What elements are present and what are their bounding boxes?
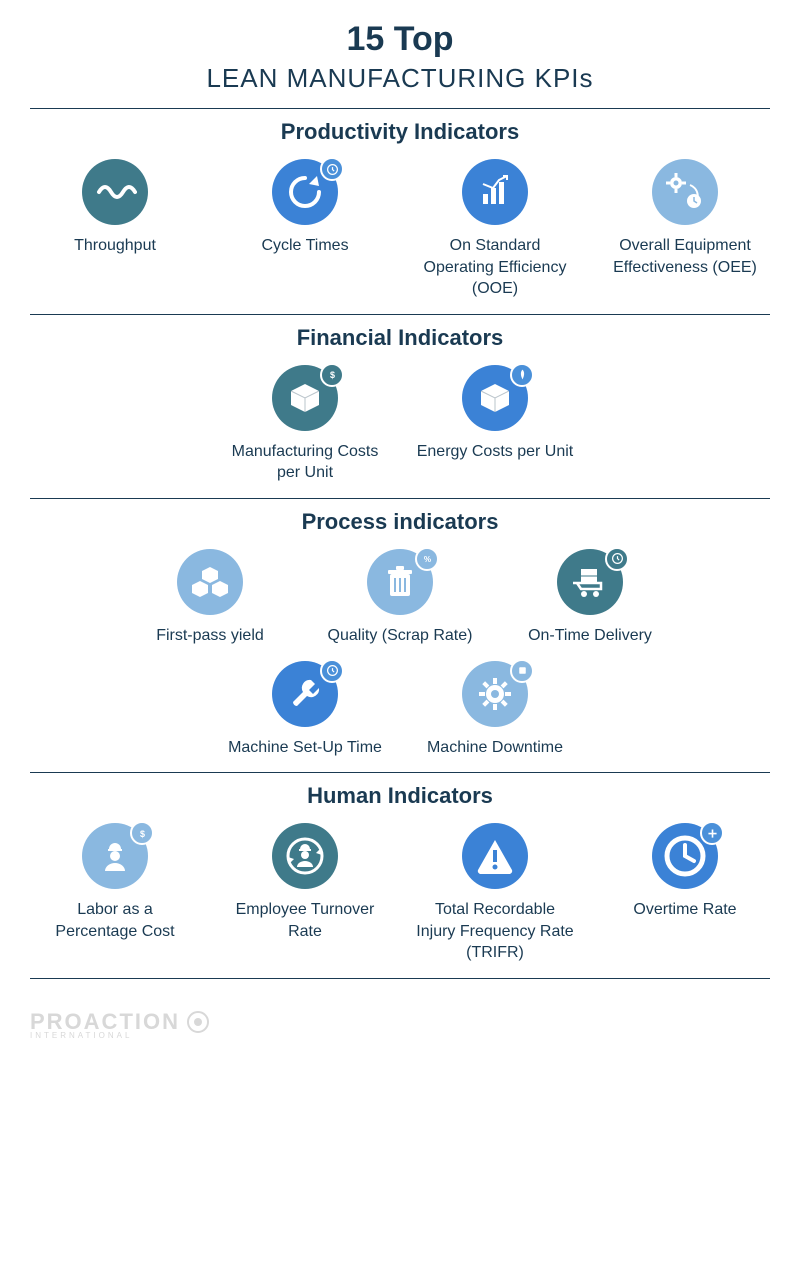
svg-text:$: $ (140, 828, 145, 838)
kpi-label: Labor as a Percentage Cost (35, 899, 195, 942)
section-title: Productivity Indicators (30, 119, 770, 145)
kpi-label: On Standard Operating Efficiency (OOE) (415, 235, 575, 300)
clock-badge-icon (320, 659, 344, 683)
leaf-badge-icon (510, 363, 534, 387)
kpi-label: Machine Downtime (427, 737, 563, 759)
kpi-item: Total Recordable Injury Frequency Rate (… (415, 823, 575, 964)
kpi-row: $ Labor as a Percentage Cost Employee Turn… (30, 823, 770, 964)
kpi-item: Cycle Times (225, 159, 385, 300)
kpi-item: Energy Costs per Unit (415, 365, 575, 484)
sections-container: Productivity Indicators Throughput Cycle T… (30, 108, 770, 964)
svg-text:%: % (423, 555, 430, 564)
kpi-label: Cycle Times (261, 235, 348, 257)
footer-sub: INTERNATIONAL (30, 1031, 210, 1040)
kpi-icon-wrap (272, 661, 338, 727)
kpi-label: On-Time Delivery (528, 625, 652, 647)
kpi-row: Machine Set-Up Time Machine Downtime (30, 661, 770, 759)
footer-logo-icon (186, 1010, 210, 1034)
section-title: Process indicators (30, 509, 770, 535)
title-sub: LEAN MANUFACTURING KPIs (30, 63, 770, 94)
dollar-badge-icon: $ (130, 821, 154, 845)
kpi-item: $ Manufacturing Costs per Unit (225, 365, 385, 484)
kpi-item: First-pass yield (130, 549, 290, 647)
kpi-row: Throughput Cycle Times On Standard Operati… (30, 159, 770, 300)
kpi-label: Energy Costs per Unit (417, 441, 574, 463)
kpi-row: First-pass yield% Quality (Scrap Rate) On-… (30, 549, 770, 647)
kpi-item: Throughput (35, 159, 195, 300)
kpi-row: $ Manufacturing Costs per Unit Energy Cost… (30, 365, 770, 484)
alert-icon (462, 823, 528, 889)
kpi-label: Quality (Scrap Rate) (328, 625, 473, 647)
section-divider (30, 314, 770, 315)
kpi-item: Overtime Rate (605, 823, 765, 964)
bottom-divider (30, 978, 770, 979)
kpi-item: $ Labor as a Percentage Cost (35, 823, 195, 964)
kpi-icon-wrap: % (367, 549, 433, 615)
kpi-icon-wrap (462, 823, 528, 889)
kpi-label: First-pass yield (156, 625, 264, 647)
chart-icon (462, 159, 528, 225)
wave-icon (82, 159, 148, 225)
kpi-icon-wrap (177, 549, 243, 615)
kpi-icon-wrap: $ (272, 365, 338, 431)
kpi-item: % Quality (Scrap Rate) (320, 549, 480, 647)
section-title: Human Indicators (30, 783, 770, 809)
kpi-item: Machine Set-Up Time (225, 661, 385, 759)
kpi-label: Machine Set-Up Time (228, 737, 382, 759)
kpi-item: On Standard Operating Efficiency (OOE) (415, 159, 575, 300)
kpi-icon-wrap (462, 159, 528, 225)
plus-badge-icon (700, 821, 724, 845)
section-title: Financial Indicators (30, 325, 770, 351)
kpi-icon-wrap (652, 159, 718, 225)
section-divider (30, 108, 770, 109)
kpi-icon-wrap: $ (82, 823, 148, 889)
header: 15 Top LEAN MANUFACTURING KPIs (30, 20, 770, 94)
kpi-item: Overall Equipment Effectiveness (OEE) (605, 159, 765, 300)
kpi-item: Machine Downtime (415, 661, 575, 759)
kpi-item: On-Time Delivery (510, 549, 670, 647)
kpi-label: Total Recordable Injury Frequency Rate (… (415, 899, 575, 964)
stop-badge-icon (510, 659, 534, 683)
footer: PROACTION INTERNATIONAL (0, 999, 800, 1060)
title-top: 15 Top (30, 20, 770, 59)
kpi-icon-wrap (557, 549, 623, 615)
kpi-icon-wrap (272, 159, 338, 225)
clock-badge-icon (605, 547, 629, 571)
kpi-label: Employee Turnover Rate (225, 899, 385, 942)
clock-badge-icon (320, 157, 344, 181)
worker-cycle-icon (272, 823, 338, 889)
kpi-label: Overtime Rate (633, 899, 736, 921)
kpi-icon-wrap (82, 159, 148, 225)
cubes-icon (177, 549, 243, 615)
kpi-icon-wrap (652, 823, 718, 889)
kpi-icon-wrap (272, 823, 338, 889)
kpi-item: Employee Turnover Rate (225, 823, 385, 964)
kpi-label: Manufacturing Costs per Unit (225, 441, 385, 484)
dollar-badge-icon: $ (320, 363, 344, 387)
kpi-icon-wrap (462, 365, 528, 431)
percent-badge-icon: % (415, 547, 439, 571)
kpi-label: Overall Equipment Effectiveness (OEE) (605, 235, 765, 278)
section-divider (30, 772, 770, 773)
svg-text:$: $ (330, 370, 335, 380)
section-divider (30, 498, 770, 499)
infographic-container: 15 Top LEAN MANUFACTURING KPIs Productiv… (0, 0, 800, 999)
gear-clock-icon (652, 159, 718, 225)
kpi-label: Throughput (74, 235, 156, 257)
kpi-icon-wrap (462, 661, 528, 727)
